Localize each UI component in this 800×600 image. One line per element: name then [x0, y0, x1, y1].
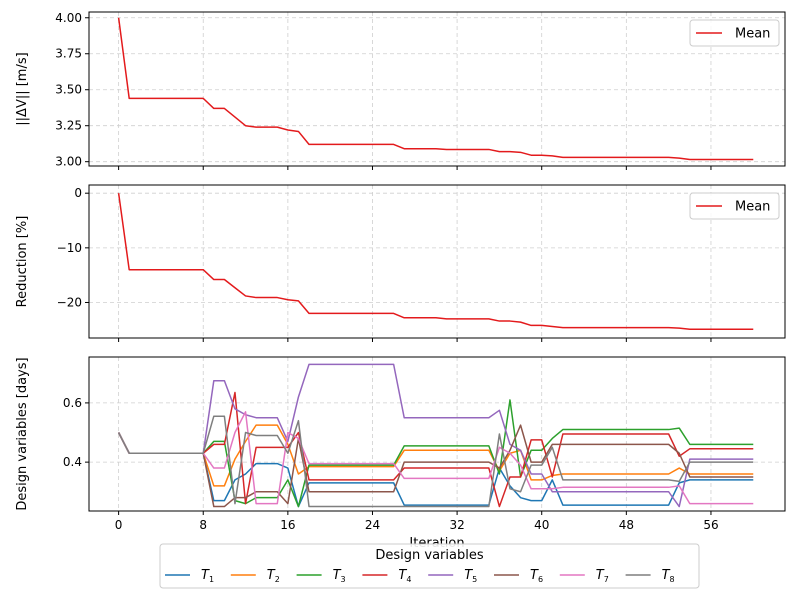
legend-box	[159, 543, 700, 589]
legend-entry-T7: T7	[596, 568, 609, 584]
subplot-1: 3.00 3.25 3.50 3.75 4.00 ||ΔV|| [m/s] Mean	[15, 11, 786, 170]
legend-entry-T6: T6	[530, 568, 543, 584]
y-tick-label: 0	[74, 186, 82, 200]
y-tick-label: 3.00	[55, 155, 82, 169]
y-axis-label: Design variables [days]	[15, 357, 30, 510]
x-tick-label: 40	[534, 518, 549, 532]
y-axis-label: Reduction [%]	[15, 216, 30, 308]
legend-entry-T5: T5	[464, 568, 477, 584]
series-line-T7	[117, 411, 754, 505]
x-tick-label: 32	[449, 518, 464, 532]
series-line-T1	[117, 432, 754, 508]
y-tick-label: −10	[57, 241, 82, 255]
x-tick-label: 24	[365, 518, 380, 532]
x-tick-label: 0	[115, 518, 123, 532]
y-tick-label: −20	[57, 295, 82, 309]
y-tick-label: 3.50	[55, 83, 82, 97]
legend-entry-T8: T8	[662, 568, 675, 584]
legend: Mean	[689, 192, 780, 220]
x-tick-label: 16	[280, 518, 295, 532]
legend-entry-mean: Mean	[735, 27, 770, 42]
x-tick-label: 48	[619, 518, 634, 532]
y-axis-label: ||ΔV|| [m/s]	[15, 52, 30, 125]
series-line-T6	[117, 424, 754, 508]
axes-frame	[88, 356, 786, 512]
legend-entry-T4: T4	[398, 568, 411, 584]
legend-title: Design variables	[375, 548, 483, 563]
legend-entry-mean: Mean	[735, 200, 770, 215]
y-tick-label: 3.25	[55, 119, 82, 133]
x-tick-label: 8	[199, 518, 207, 532]
subplot-3: 0 8 16 24 32 40 48 56 0.4 0.6 Design variables [da…	[15, 356, 786, 551]
axes-frame	[88, 11, 786, 167]
series-line-T8	[117, 415, 754, 508]
subplot-2: −20 −10 0 Reduction [%] Mean	[15, 184, 786, 342]
legend-box	[689, 192, 780, 220]
series-line-T5	[117, 363, 754, 508]
legend: Mean	[689, 19, 780, 47]
series-line-T3	[117, 399, 754, 508]
y-tick-label: 4.00	[55, 11, 82, 25]
legend-entry-T1: T1	[201, 568, 214, 584]
legend-entry-T2: T2	[267, 568, 280, 584]
series-line-mean	[117, 193, 754, 331]
legend-box	[689, 19, 780, 47]
axes-frame	[88, 184, 786, 339]
x-tick-label: 56	[703, 518, 718, 532]
y-tick-label: 0.4	[63, 455, 82, 469]
y-tick-label: 3.75	[55, 47, 82, 61]
legend-entry-T3: T3	[333, 568, 346, 584]
y-tick-label: 0.6	[63, 396, 82, 410]
legend-design-variables: Design variables T1 T2 T3 T4 T5 T6 T7 T8	[159, 543, 700, 589]
series-line-mean	[117, 17, 754, 161]
